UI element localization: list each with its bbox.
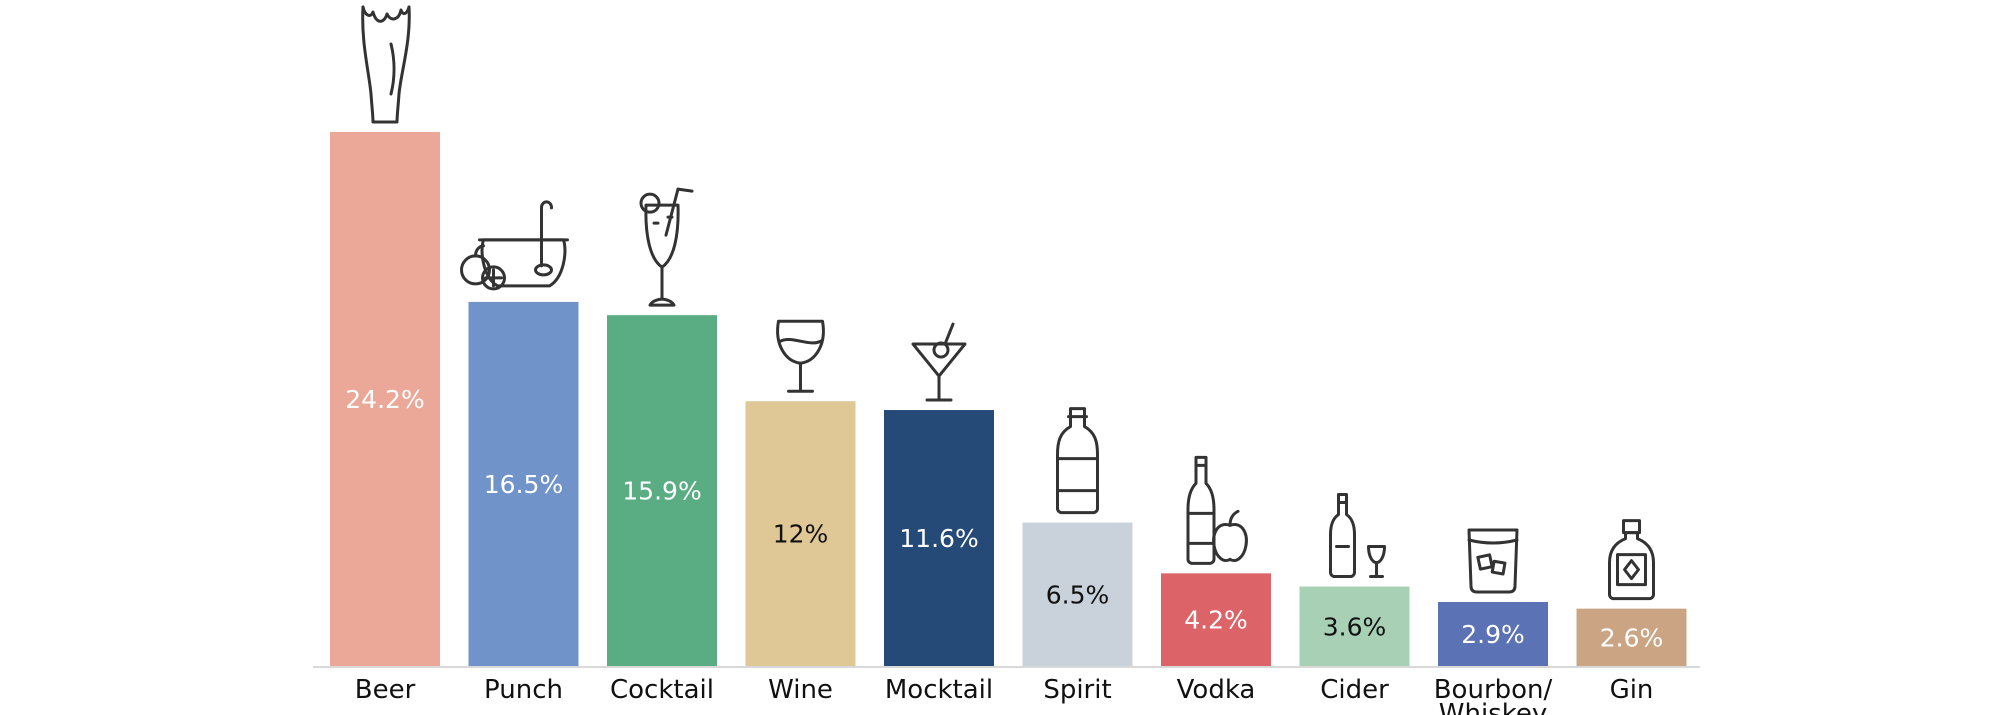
data-label-cider: 3.6% — [1323, 612, 1387, 641]
cider-bottle-glass-icon — [1329, 493, 1386, 579]
category-label-beer: Beer — [355, 675, 416, 705]
category-label-spirit: Spirit — [1043, 675, 1111, 705]
category-label-cider: Cider — [1320, 675, 1389, 705]
bar-cider — [1299, 586, 1410, 666]
data-label-mocktail: 11.6% — [899, 524, 978, 553]
vodka-bottle-apple-icon — [1186, 455, 1248, 565]
cocktail-glass-icon — [639, 187, 694, 307]
wine-glass-icon — [776, 319, 825, 393]
data-label-gin: 2.6% — [1600, 623, 1664, 652]
bar-wine — [745, 401, 856, 666]
bar-spirit — [1022, 522, 1133, 666]
bar-vodka — [1161, 573, 1271, 666]
category-label-punch: Punch — [484, 675, 563, 705]
category-label-wine: Wine — [768, 675, 833, 705]
bar-bourbon-whiskey — [1438, 602, 1548, 666]
category-label-mocktail: Mocktail — [885, 675, 993, 705]
bar-mocktail — [884, 410, 994, 666]
category-label-bourbon-whiskey: Bourbon/Whiskey — [1434, 675, 1553, 715]
data-label-spirit: 6.5% — [1046, 580, 1110, 609]
beer-glass-icon — [361, 5, 411, 124]
category-label-vodka: Vodka — [1177, 675, 1256, 705]
whiskey-tumbler-icon — [1467, 528, 1519, 594]
bar-punch — [468, 301, 579, 666]
category-labels-layer: Beer Punch Cocktail Wine Mocktail Spirit Vodka… — [355, 675, 1654, 715]
category-label-gin: Gin — [1610, 675, 1654, 705]
gin-bottle-icon — [1608, 519, 1655, 601]
labels-layer: 24.2% 16.5% 15.9% 12% 11.6% 6.5% 4.2% 3.6% 2.9% 2… — [345, 385, 1663, 652]
bar-gin — [1576, 608, 1687, 666]
data-label-punch: 16.5% — [484, 470, 563, 499]
martini-glass-icon — [911, 322, 967, 402]
spirit-bottle-icon — [1056, 407, 1099, 515]
data-label-wine: 12% — [773, 520, 829, 549]
bar-cocktail — [607, 315, 717, 666]
bar-beer — [330, 132, 440, 666]
bars-layer — [330, 132, 1687, 666]
punch-bowl-icon — [460, 200, 569, 291]
data-label-vodka: 4.2% — [1184, 606, 1248, 635]
data-label-beer: 24.2% — [345, 385, 424, 414]
category-label-cocktail: Cocktail — [610, 675, 714, 705]
data-label-cocktail: 15.9% — [622, 477, 701, 506]
data-label-bourbon-whiskey: 2.9% — [1461, 620, 1525, 649]
icons-layer — [361, 5, 1655, 601]
